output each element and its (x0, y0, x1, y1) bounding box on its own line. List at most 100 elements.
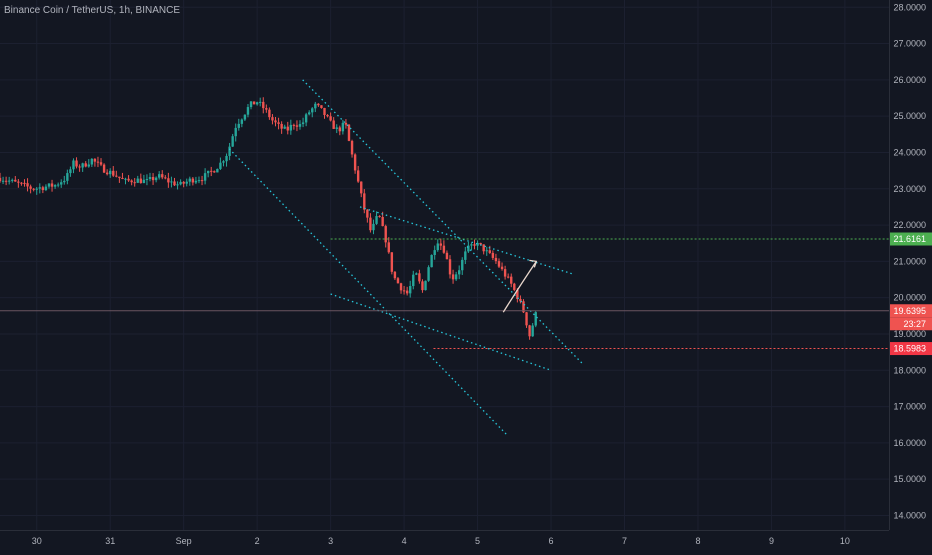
candle-body (173, 181, 176, 186)
candle-body (118, 176, 121, 178)
candle-body (503, 269, 507, 277)
candle-body (387, 242, 390, 253)
candle-body (421, 281, 424, 291)
candle-body (56, 184, 60, 186)
candle-body (311, 108, 314, 113)
candle-body (265, 108, 268, 110)
candle-body (78, 166, 81, 168)
candle-body (506, 276, 510, 278)
candle-body (369, 217, 372, 231)
candle-body (353, 154, 357, 171)
candle-body (298, 124, 302, 127)
candle-body (47, 183, 51, 187)
countdown-label: 23:27 (903, 319, 926, 329)
candle-body (409, 286, 412, 294)
candle-body (415, 273, 418, 275)
time-tick-label: 5 (475, 536, 480, 546)
upper-trendline[interactable] (302, 79, 583, 364)
candle-body (136, 178, 139, 183)
time-tick-label: 4 (402, 536, 407, 546)
drawings[interactable] (0, 79, 889, 437)
candle-body (448, 259, 452, 275)
chart-title: Binance Coin / TetherUS, 1h, BINANCE (4, 5, 181, 16)
candle-body (329, 116, 332, 121)
candle-body (399, 283, 403, 291)
candle-body (139, 178, 143, 184)
price-tick-label: 21.0000 (893, 256, 926, 266)
candle-body (366, 209, 369, 218)
candle-body (203, 173, 207, 181)
candle-body (234, 127, 237, 137)
candle-body (225, 155, 228, 162)
price-tick-label: 22.0000 (893, 220, 926, 230)
candle-body (63, 180, 66, 183)
candle-body (191, 178, 195, 183)
candle-body (60, 182, 63, 185)
candle-body (304, 114, 308, 123)
projection-arrow[interactable] (502, 261, 537, 313)
time-tick-label: 3 (328, 536, 333, 546)
candle-body (307, 112, 311, 115)
time-tick-label: 2 (255, 536, 260, 546)
candle-body (350, 140, 354, 155)
candle-body (442, 245, 446, 253)
candle-body (50, 183, 54, 187)
candle-body (228, 146, 231, 156)
candle-body (289, 124, 293, 131)
candle-body (38, 187, 41, 189)
candle-body (216, 168, 219, 173)
candle-body (528, 325, 531, 337)
candle-body (516, 289, 519, 299)
candle-body (338, 127, 342, 132)
candle-body (402, 290, 406, 292)
candle-body (262, 101, 265, 109)
candle-body (430, 255, 433, 268)
candle-body (510, 276, 513, 284)
candle-body (525, 312, 528, 326)
candle-body (17, 181, 20, 183)
candle-body (72, 160, 75, 170)
candle-body (519, 298, 522, 302)
candle-body (142, 179, 146, 184)
candle-body (433, 250, 436, 256)
candle-body (479, 242, 482, 245)
candle-body (176, 184, 179, 186)
support-price-badge (890, 342, 932, 356)
candle-body (112, 170, 115, 176)
wedge-upper-line[interactable] (359, 206, 574, 275)
candle-body (0, 177, 2, 182)
candle-body (341, 122, 345, 132)
candle-body (482, 244, 485, 252)
candle-body (14, 179, 17, 182)
price-tick-label: 17.0000 (893, 402, 926, 412)
current-price-label: 19.6395 (893, 306, 926, 316)
support-price-label: 18.5983 (893, 344, 926, 354)
candle-body (485, 250, 488, 252)
candle-body (271, 117, 274, 121)
candle-body (280, 123, 283, 129)
wedge-lower-line[interactable] (330, 293, 552, 371)
candle-body (418, 273, 421, 282)
candle-body (99, 162, 103, 165)
candle-body (130, 180, 133, 183)
candle-body (356, 170, 360, 182)
candle-body (522, 301, 525, 313)
candle-body (182, 181, 185, 184)
candle-body (277, 122, 280, 124)
candle-body (344, 122, 348, 125)
lower-trendline[interactable] (228, 148, 509, 437)
candle-body (451, 274, 455, 280)
candles (0, 97, 537, 340)
candle-body (246, 107, 250, 115)
candle-body (259, 101, 262, 103)
candle-body (457, 270, 461, 275)
time-tick-label: 10 (840, 536, 850, 546)
candle-body (347, 124, 351, 141)
candle-body (491, 252, 495, 258)
candle-body (23, 182, 26, 184)
candle-body (393, 271, 397, 279)
time-tick-label: 31 (105, 536, 115, 546)
